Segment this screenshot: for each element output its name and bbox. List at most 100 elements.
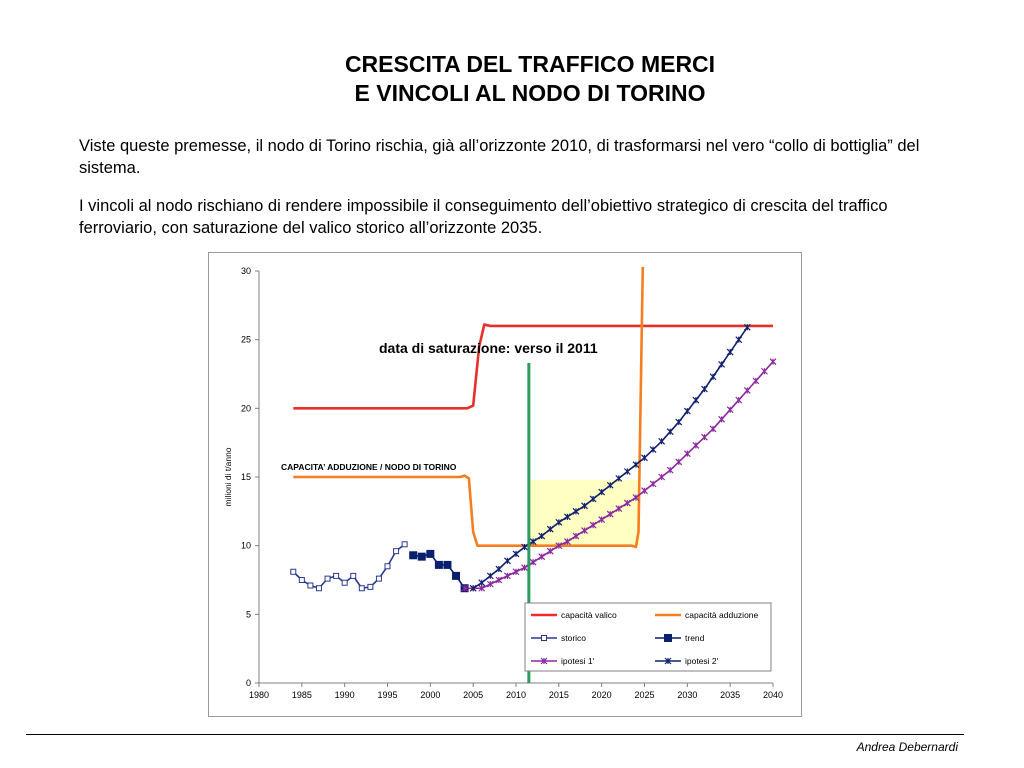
data-point <box>615 474 623 482</box>
x-tick-label: 1990 <box>335 690 355 700</box>
data-point <box>658 473 666 481</box>
data-point <box>512 568 520 576</box>
data-point <box>495 576 503 584</box>
data-point <box>581 502 588 510</box>
data-point <box>589 521 597 529</box>
y-tick-label: 0 <box>246 678 251 688</box>
data-point <box>504 572 511 580</box>
data-point <box>666 466 674 474</box>
data-point <box>504 557 511 565</box>
legend-marker <box>540 657 548 665</box>
legend-marker <box>664 634 672 642</box>
legend-label: ipotesi 1' <box>561 656 595 666</box>
data-point <box>350 572 357 579</box>
data-point <box>529 558 537 566</box>
data-point <box>735 396 743 404</box>
title-line-2: E VINCOLI AL NODO DI TORINO <box>354 80 706 106</box>
data-point <box>563 538 571 545</box>
data-point <box>538 532 546 540</box>
series-line <box>472 326 748 589</box>
chart-container: 0 5 10 15 20 25 30 1980 1985 1990 1995 2000 2005 2010… <box>208 252 802 717</box>
data-point <box>486 572 494 580</box>
data-point <box>589 495 597 503</box>
data-point <box>606 510 614 518</box>
data-point <box>649 446 657 453</box>
y-axis-label: milioni di t/anno <box>223 447 233 506</box>
data-point <box>623 468 631 475</box>
data-point <box>675 418 683 426</box>
y-tick-label: 25 <box>241 335 251 345</box>
data-point <box>426 549 435 558</box>
data-point <box>434 560 443 569</box>
data-point <box>333 572 340 579</box>
data-point <box>692 441 700 449</box>
data-point <box>615 505 623 513</box>
x-tick-label: 1980 <box>249 690 269 700</box>
data-point <box>521 543 528 551</box>
x-tick-label: 2000 <box>420 690 440 700</box>
data-point <box>384 563 391 570</box>
data-point <box>529 538 537 545</box>
data-point <box>572 507 580 515</box>
data-point <box>443 560 452 569</box>
paragraph-1: Viste queste premesse, il nodo di Torino… <box>79 137 920 177</box>
x-tick-label: 2010 <box>506 690 526 700</box>
series-capacit-valico <box>293 323 773 410</box>
series-storico <box>290 541 408 592</box>
data-point <box>315 585 322 592</box>
data-point <box>290 568 297 575</box>
data-point <box>461 584 469 592</box>
data-point <box>563 513 571 521</box>
data-point <box>555 542 563 550</box>
data-point <box>649 480 657 488</box>
series-capacit-adduzione <box>293 266 645 549</box>
series-line <box>293 323 773 410</box>
data-point <box>486 580 494 588</box>
data-point <box>521 564 528 572</box>
data-point <box>478 584 486 592</box>
data-point <box>718 415 726 423</box>
data-point <box>393 548 400 555</box>
y-tick-label: 30 <box>241 266 251 276</box>
data-point <box>598 516 606 523</box>
y-tick-label: 10 <box>241 541 251 551</box>
series-line <box>464 361 774 590</box>
data-point <box>538 553 546 561</box>
data-point <box>769 358 777 366</box>
y-tick-label: 15 <box>241 472 251 482</box>
legend-label: storico <box>561 633 586 643</box>
data-point <box>375 575 382 582</box>
data-point <box>735 336 743 344</box>
data-point <box>555 518 563 526</box>
data-point <box>718 360 726 368</box>
data-point <box>632 461 640 469</box>
data-point <box>641 454 648 462</box>
footer-divider <box>26 734 964 735</box>
data-point <box>726 348 734 356</box>
data-point <box>761 367 768 375</box>
legend-marker <box>541 635 547 641</box>
y-tick-label: 5 <box>246 609 251 619</box>
data-point <box>641 487 648 495</box>
title-line-1: CRESCITA DEL TRAFFICO MERCI <box>344 51 716 77</box>
data-point <box>683 450 691 458</box>
data-point <box>409 551 418 560</box>
data-point <box>598 488 606 496</box>
saturation-annotation: data di saturazione: verso il 2011 <box>379 340 598 356</box>
data-point <box>743 387 751 394</box>
data-point <box>623 499 631 507</box>
data-point <box>692 396 700 404</box>
series-ipotesi-2- <box>469 323 751 592</box>
series-line <box>293 266 645 549</box>
data-point <box>658 437 666 445</box>
x-tick-label: 2040 <box>763 690 783 700</box>
data-point <box>675 458 683 466</box>
data-point <box>358 585 365 592</box>
legend-label: capacità valico <box>561 610 617 620</box>
data-point <box>701 433 708 441</box>
data-point <box>743 323 751 331</box>
data-point <box>298 577 305 583</box>
data-point <box>701 385 708 393</box>
legend-marker <box>664 657 672 665</box>
data-point <box>546 525 554 533</box>
